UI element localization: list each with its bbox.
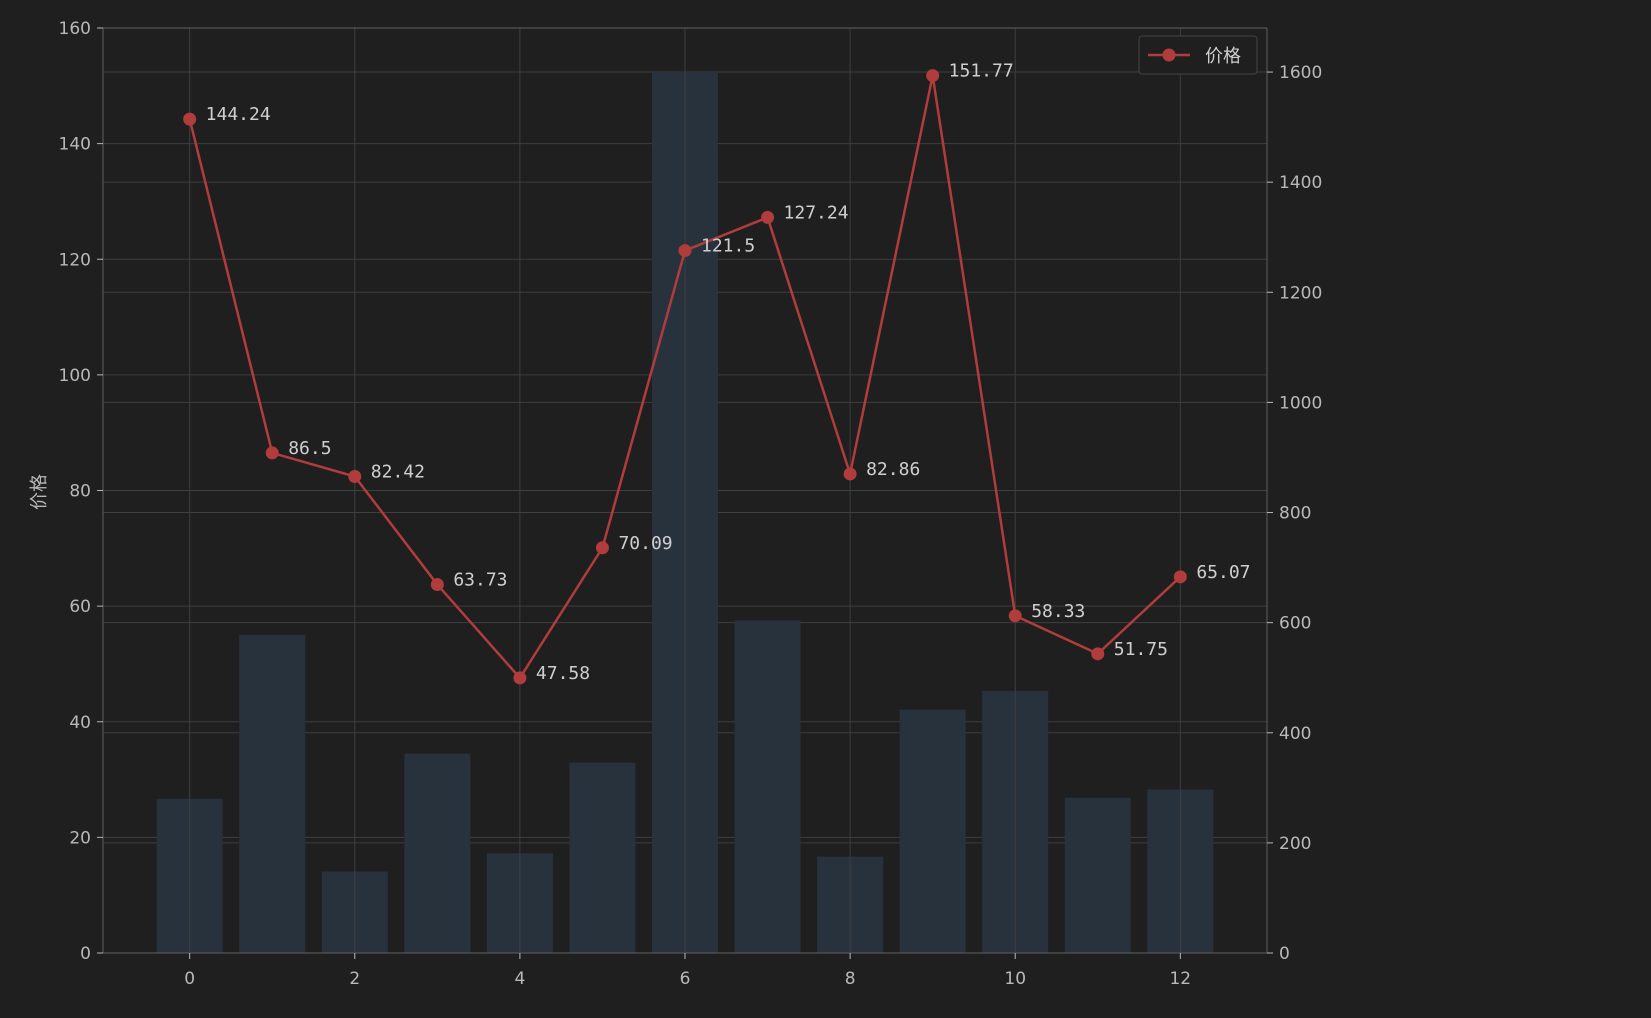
price-marker-5 xyxy=(595,541,609,555)
price-marker-0 xyxy=(183,112,197,126)
price-marker-7 xyxy=(761,210,775,224)
price-label-10: 58.33 xyxy=(1031,601,1085,622)
price-marker-9 xyxy=(926,69,940,83)
y-axis-label-left: 价格 xyxy=(29,474,50,510)
y-left-tick-label-140: 140 xyxy=(59,135,91,155)
price-marker-4 xyxy=(513,671,527,685)
bar-7 xyxy=(734,620,801,953)
price-marker-10 xyxy=(1008,609,1022,623)
y-right-tick-label-1000: 1000 xyxy=(1279,393,1322,413)
legend: 价格 xyxy=(1138,35,1258,75)
price-label-0: 144.24 xyxy=(206,104,271,125)
price-label-7: 127.24 xyxy=(784,202,849,223)
y-left-tick-label-60: 60 xyxy=(69,597,91,617)
price-marker-12 xyxy=(1173,570,1187,584)
x-tick-label-8: 8 xyxy=(845,969,856,989)
y-right-tick-label-0: 0 xyxy=(1279,944,1290,964)
price-marker-11 xyxy=(1091,647,1105,661)
price-marker-6 xyxy=(678,244,692,258)
y-right-tick-label-600: 600 xyxy=(1279,614,1311,634)
vertical-grid-lines xyxy=(189,28,1181,953)
y-left-tick-label-120: 120 xyxy=(59,250,91,270)
price-label-6: 121.5 xyxy=(701,236,755,257)
price-label-1: 86.5 xyxy=(288,438,331,459)
x-tick-label-12: 12 xyxy=(1169,969,1191,989)
y-left-tick-label-160: 160 xyxy=(59,19,91,39)
bar-3 xyxy=(404,753,471,953)
price-marker-8 xyxy=(843,467,857,481)
x-tick-label-10: 10 xyxy=(1004,969,1026,989)
price-marker-2 xyxy=(348,470,362,484)
x-tick-label-6: 6 xyxy=(680,969,691,989)
price-label-9: 151.77 xyxy=(949,61,1014,82)
y-left-tick-label-0: 0 xyxy=(80,944,91,964)
axes: 0 2 4 6 8 10 120204060801001201401600200400600… xyxy=(59,19,1323,989)
y-left-tick-label-20: 20 xyxy=(69,828,91,848)
y-right-tick-label-1600: 1600 xyxy=(1279,63,1322,83)
y-right-tick-label-200: 200 xyxy=(1279,834,1311,854)
y-right-tick-label-400: 400 xyxy=(1279,724,1311,744)
price-marker-1 xyxy=(265,446,279,460)
x-tick-label-4: 4 xyxy=(514,969,525,989)
x-tick-label-0: 0 xyxy=(184,969,195,989)
bar-1 xyxy=(239,634,306,953)
price-label-4: 47.58 xyxy=(536,663,590,684)
legend-label: 价格 xyxy=(1205,46,1241,67)
y-right-tick-label-800: 800 xyxy=(1279,504,1311,524)
legend-marker xyxy=(1162,48,1176,62)
y-left-tick-label-40: 40 xyxy=(69,713,91,733)
price-label-8: 82.86 xyxy=(866,459,920,480)
y-right-tick-label-1400: 1400 xyxy=(1279,173,1322,193)
bar-9 xyxy=(899,709,966,953)
price-label-12: 65.07 xyxy=(1196,562,1250,583)
y-left-tick-label-80: 80 xyxy=(69,482,91,502)
price-label-11: 51.75 xyxy=(1114,639,1168,660)
y-right-tick-label-1200: 1200 xyxy=(1279,283,1322,303)
data-labels: 144.24 86.5 82.42 63.73 47.58 70.09 121.5 127.2… xyxy=(206,61,1251,684)
y-left-tick-label-100: 100 xyxy=(59,366,91,386)
price-marker-3 xyxy=(430,578,444,592)
legend-box xyxy=(1138,35,1258,75)
price-line-series xyxy=(183,69,1187,685)
x-tick-label-2: 2 xyxy=(349,969,360,989)
price-label-2: 82.42 xyxy=(371,462,425,483)
price-label-3: 63.73 xyxy=(453,570,507,591)
bar-5 xyxy=(569,762,636,953)
price-label-5: 70.09 xyxy=(618,533,672,554)
bar-11 xyxy=(1064,797,1131,953)
